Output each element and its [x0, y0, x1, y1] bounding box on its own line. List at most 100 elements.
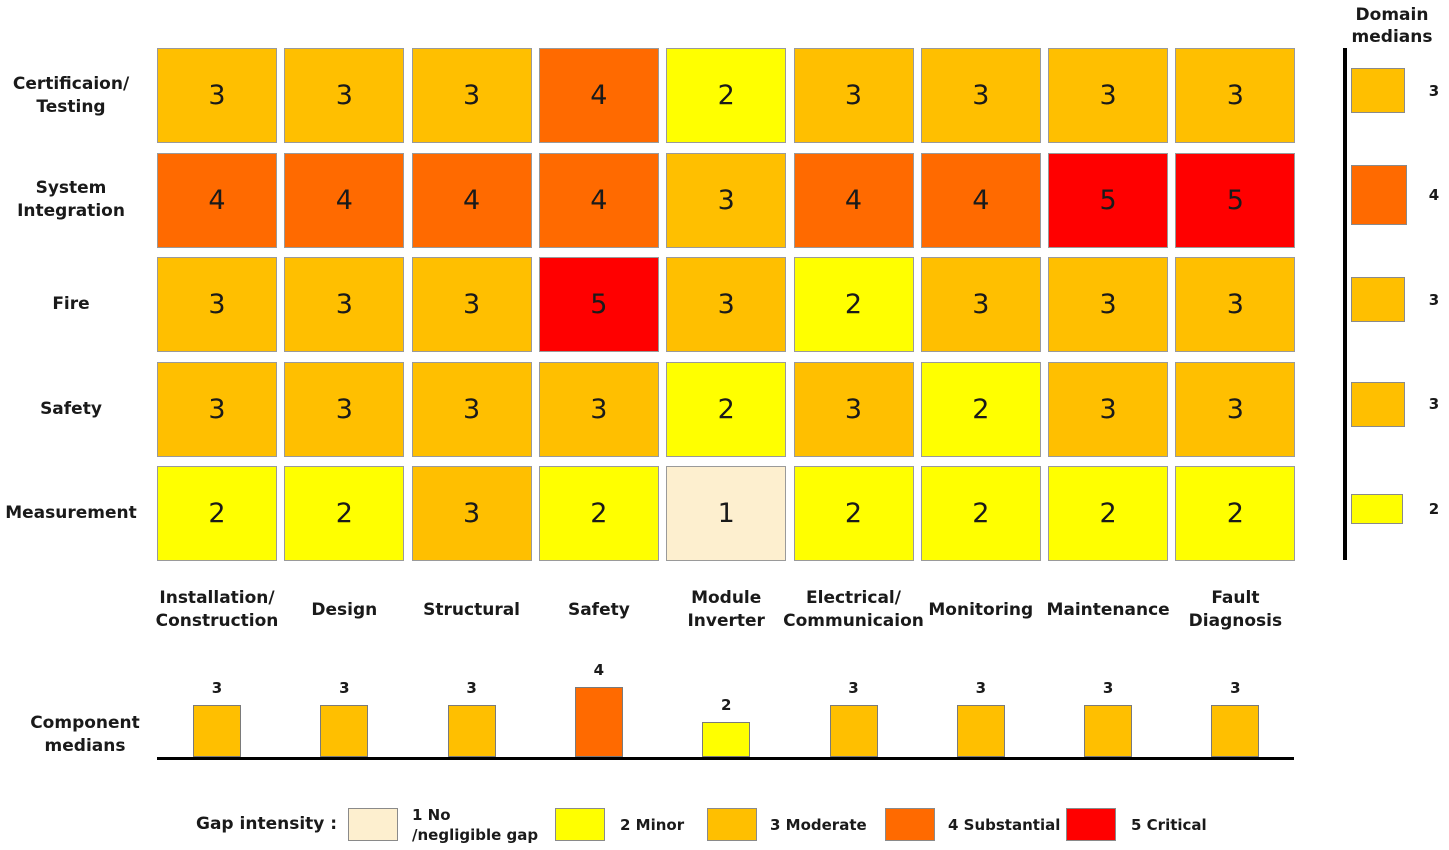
heatmap-cell: 1 [666, 466, 787, 561]
heatmap-cell-value: 3 [1099, 80, 1117, 111]
heatmap-cell: 3 [1175, 257, 1296, 352]
legend-swatch [555, 808, 605, 841]
column-label: Installation/ Construction [155, 588, 279, 631]
heatmap-cell: 2 [284, 466, 405, 561]
heatmap-cell: 3 [411, 48, 532, 143]
column-label: Design [311, 599, 378, 620]
heatmap-cell-value: 4 [208, 184, 226, 216]
heatmap-cell: 3 [1048, 48, 1169, 143]
heatmap-cell-value: 3 [972, 80, 990, 111]
heatmap-cell: 5 [1048, 152, 1169, 248]
heatmap-cell: 2 [920, 466, 1041, 561]
domain-median-bar [1351, 277, 1405, 322]
component-median-value: 3 [1230, 678, 1241, 697]
component-median-value: 3 [211, 678, 223, 697]
legend-swatch [885, 808, 935, 841]
heatmap-cell-value: 3 [1099, 393, 1117, 425]
column-label: Module Inverter [687, 588, 765, 631]
heatmap-cell: 2 [793, 257, 914, 352]
domain-median-value: 2 [1428, 499, 1440, 518]
heatmap-cell: 3 [284, 48, 405, 143]
row-label: Certificaion/ Testing [12, 73, 130, 117]
heatmap-cell: 2 [666, 48, 787, 143]
heatmap-cell: 3 [666, 152, 787, 248]
column-label: Monitoring [928, 599, 1034, 620]
component-median-value: 2 [720, 696, 732, 714]
heatmap-cell-value: 4 [590, 184, 608, 216]
heatmap-cell-value: 3 [1226, 80, 1244, 111]
heatmap-cell: 3 [1048, 361, 1169, 457]
heatmap-cell: 2 [1175, 466, 1296, 561]
heatmap-cell: 2 [920, 361, 1041, 457]
heatmap-cell: 2 [1048, 466, 1169, 561]
heatmap-cell: 3 [157, 257, 277, 352]
heatmap-cell-value: 3 [972, 289, 990, 320]
heatmap-cell: 3 [538, 361, 659, 457]
legend-label: 5 Critical [1131, 816, 1207, 834]
heatmap-cell: 3 [284, 257, 405, 352]
component-median-value: 3 [1102, 678, 1114, 697]
heatmap-cell: 4 [157, 152, 277, 248]
domain-medians-axis [1343, 48, 1347, 560]
domain-median-bar [1351, 381, 1405, 427]
legend-label: 2 Minor [620, 816, 685, 834]
heatmap-cell: 3 [1175, 361, 1296, 457]
heatmap-cell-value: 3 [1099, 289, 1117, 320]
column-label: Maintenance [1046, 599, 1170, 620]
legend-label: 1 No /negligible gap [412, 806, 539, 844]
heatmap-cell: 3 [793, 48, 914, 143]
column-label: Safety [567, 599, 630, 620]
domain-median-bar [1351, 493, 1403, 524]
heatmap-cell: 3 [793, 361, 914, 457]
component-median-value: 3 [848, 678, 859, 697]
component-median-value: 3 [975, 678, 987, 697]
heatmap-cell-value: 2 [1099, 498, 1117, 529]
heatmap-cell: 4 [920, 152, 1041, 248]
legend-swatch [348, 808, 398, 841]
heatmap-cell: 3 [666, 257, 787, 352]
heatmap-cell-value: 4 [335, 184, 353, 216]
heatmap-cell-value: 3 [463, 498, 481, 529]
domain-median-value: 3 [1428, 290, 1440, 309]
component-median-bar [1211, 704, 1260, 757]
component-medians-title: Component medians [30, 713, 140, 756]
heatmap-cell: 5 [1175, 152, 1296, 248]
heatmap-cell: 4 [284, 152, 405, 248]
heatmap-cell: 3 [411, 361, 532, 457]
heatmap-cell-value: 5 [1226, 184, 1244, 216]
heatmap-cell: 4 [538, 48, 659, 143]
heatmap-cell-value: 3 [335, 393, 353, 425]
component-median-value: 3 [339, 678, 350, 697]
heatmap-cell: 2 [793, 466, 914, 561]
heatmap-cell-value: 4 [590, 80, 608, 111]
column-label: Electrical/ Communicaion [783, 588, 924, 631]
heatmap-cell-value: 2 [1226, 498, 1244, 529]
heatmap-cell-value: 1 [717, 498, 735, 529]
heatmap-cell-value: 2 [208, 498, 226, 529]
heatmap-cell-value: 3 [208, 289, 226, 320]
legend-label: 3 Moderate [770, 816, 867, 834]
component-median-bar [702, 722, 751, 757]
row-label: Measurement [5, 503, 137, 523]
heatmap-cell-value: 4 [972, 184, 990, 216]
heatmap-cell: 2 [666, 361, 787, 457]
heatmap-cell: 4 [793, 152, 914, 248]
heatmap-cell-value: 3 [208, 393, 226, 425]
heatmap-cell: 3 [157, 48, 277, 143]
domain-median-bar [1351, 165, 1407, 225]
heatmap-cell-value: 5 [590, 289, 608, 320]
heatmap-cell-value: 3 [335, 80, 353, 111]
heatmap-cell-value: 5 [1099, 184, 1117, 216]
component-median-bar [956, 704, 1005, 757]
legend-label: 4 Substantial [948, 816, 1061, 834]
heatmap-cell-value: 3 [844, 393, 863, 425]
domain-median-value: 4 [1428, 186, 1440, 204]
heatmap-cell-value: 3 [1226, 289, 1244, 320]
component-median-bar [829, 704, 878, 757]
legend-title: Gap intensity : [196, 814, 338, 834]
heatmap-cell-value: 2 [972, 498, 990, 529]
domain-medians-title: Domain medians [1351, 5, 1433, 47]
heatmap-cell-value: 2 [335, 498, 353, 529]
column-label: Fault Diagnosis [1188, 588, 1283, 631]
